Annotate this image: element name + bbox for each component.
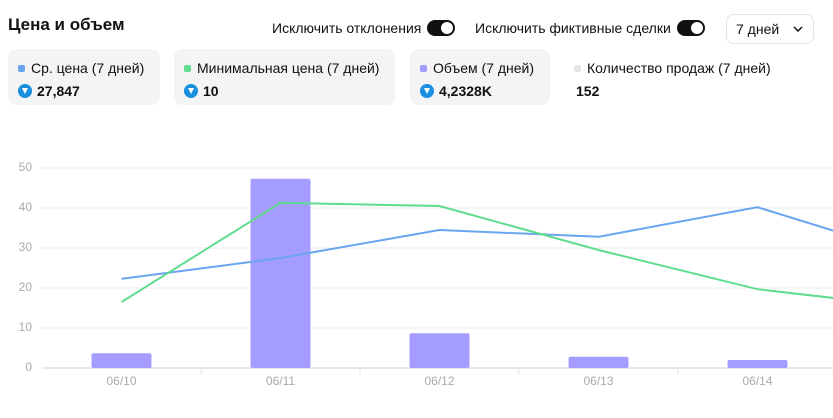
- sales-card: Количество продаж (7 дней) 152: [564, 49, 781, 110]
- line: [120, 201, 833, 303]
- ton-icon: [18, 84, 32, 98]
- legend-label: Ср. цена (7 дней): [31, 60, 145, 76]
- x-tick-label: 06/13: [583, 374, 613, 388]
- bar: [727, 360, 788, 368]
- toggle[interactable]: Исключить отклонения: [272, 20, 456, 36]
- x-tick-label: 06/12: [424, 374, 454, 388]
- period-dropdown[interactable]: 7 дней: [726, 14, 814, 44]
- card-label-row: Объем (7 дней): [420, 60, 540, 76]
- legend-dot: [420, 64, 427, 72]
- legend-label: Объем (7 дней): [433, 60, 535, 76]
- legend-dot: [184, 64, 191, 72]
- x-tick-label: 06/10: [106, 374, 136, 388]
- stat-card: Ср. цена (7 дней) 27,847: [8, 49, 160, 105]
- card-value-row: 27,847: [18, 83, 150, 99]
- y-tick-label: 20: [19, 280, 33, 294]
- bar: [91, 353, 152, 368]
- ton-icon: [420, 84, 434, 98]
- x-tick-label: 06/11: [266, 374, 295, 388]
- card-label: Количество продаж (7 дней): [587, 60, 771, 76]
- chart: 0 10 20 30 40 50 06/10 06/11 06/12 06/13 06/14: [19, 160, 833, 388]
- x-tick-label: 06/14: [742, 374, 772, 388]
- dot: [574, 64, 581, 72]
- chevron: [793, 26, 803, 32]
- card-value-row: 10: [184, 83, 385, 99]
- bar: [409, 333, 470, 368]
- y-tick-label: 30: [19, 240, 33, 254]
- card-label-row: Ср. цена (7 дней): [18, 60, 150, 76]
- title: Цена и объем: [8, 15, 125, 34]
- stat-card: Минимальная цена (7 дней) 10: [174, 49, 395, 105]
- legend-label: Минимальная цена (7 дней): [197, 60, 380, 76]
- card-value-row: 4,2328K: [420, 83, 540, 99]
- dropdown-value: 7 дней: [736, 21, 780, 37]
- switch[interactable]: [427, 20, 456, 36]
- line: [121, 206, 833, 280]
- ton-icon: [184, 84, 198, 98]
- card-value: 27,847: [37, 83, 80, 99]
- card-value: 10: [203, 83, 219, 99]
- y-tick-label: 50: [19, 160, 33, 174]
- bar: [250, 178, 311, 368]
- switch[interactable]: [676, 20, 705, 36]
- card-value: 152: [576, 83, 600, 99]
- stat-card: Объем (7 дней) 4,2328K: [410, 49, 550, 105]
- toggle-label: Исключить отклонения: [272, 20, 422, 36]
- card-label-row: Минимальная цена (7 дней): [184, 60, 385, 76]
- legend-dot: [18, 64, 25, 72]
- y-tick-label: 10: [19, 320, 33, 334]
- y-tick-label: 0: [25, 360, 32, 374]
- bar: [568, 356, 629, 368]
- y-tick-label: 40: [19, 200, 33, 214]
- card-value: 4,2328K: [439, 83, 492, 99]
- toggle[interactable]: Исключить фиктивные сделки: [475, 20, 705, 36]
- toggle-label: Исключить фиктивные сделки: [475, 20, 671, 36]
